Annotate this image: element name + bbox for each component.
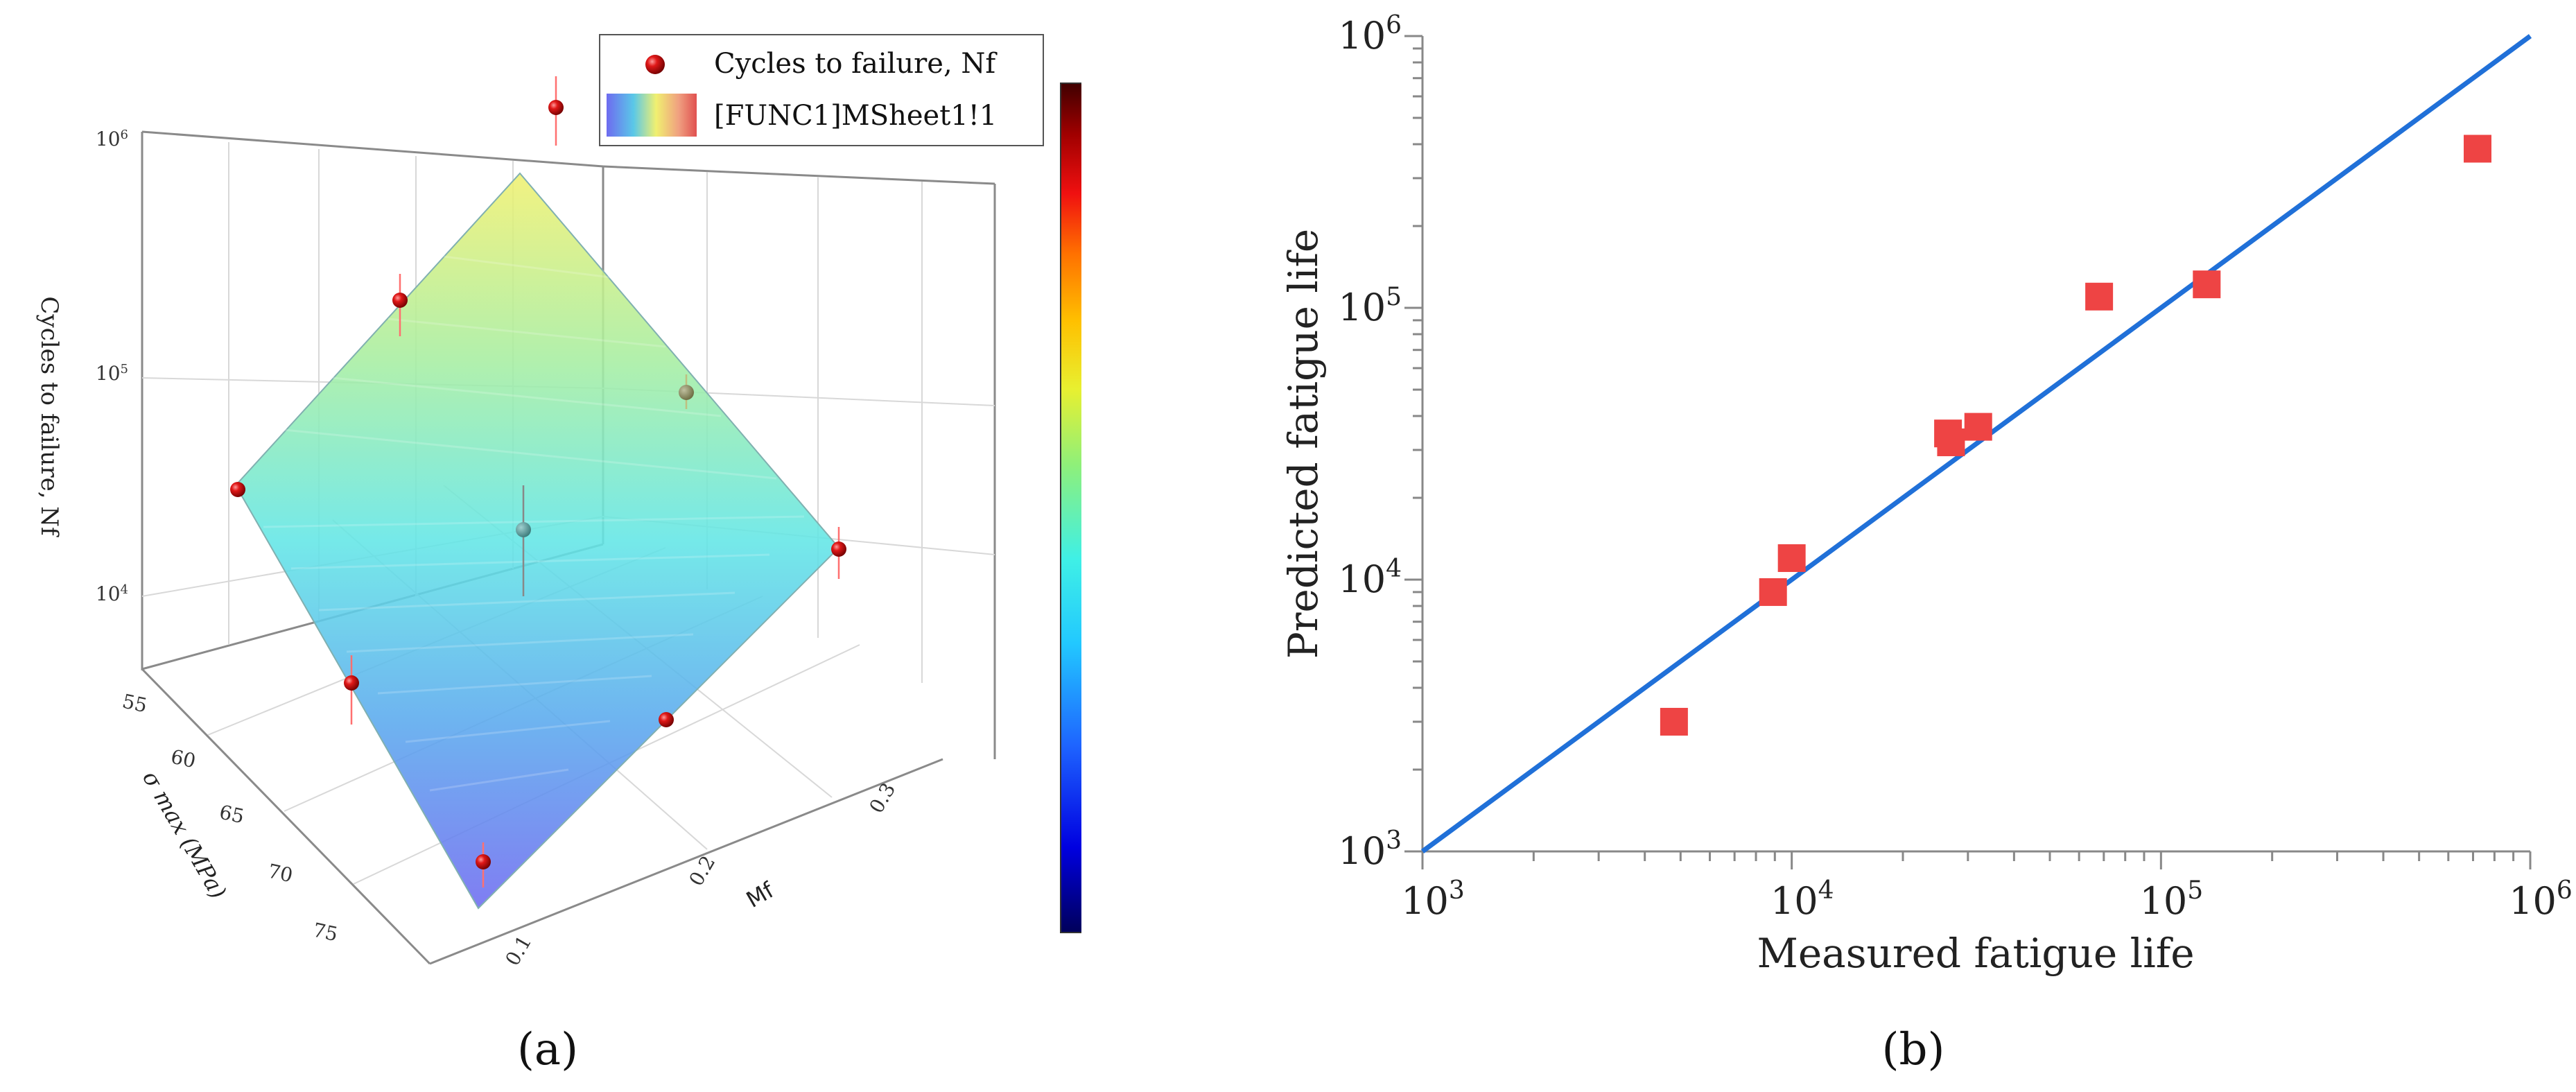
- z-axis-title: Cycles to failure, Nf: [35, 296, 63, 537]
- panel-b-points: [1660, 135, 2492, 736]
- y-tick-label: 105: [1338, 283, 1402, 329]
- colorbar: Nf 107 106 105 104 103: [1060, 83, 1081, 933]
- scatter-point: [1964, 413, 1992, 441]
- scatter-point: [1777, 544, 1806, 572]
- panel-b-label: (b): [1882, 1024, 1945, 1075]
- x-tick-label: 104: [1770, 876, 1834, 923]
- scatter-point: [1934, 419, 1963, 448]
- y-axis-title: Mf: [742, 876, 778, 913]
- y-tick-label: 0.1: [501, 931, 536, 969]
- z-tick-label: 105: [96, 362, 128, 385]
- data-point: [392, 274, 408, 336]
- panel-a-label: (a): [517, 1024, 578, 1075]
- legend-surface-swatch: [607, 94, 697, 137]
- panel-a-3d-surface-chart: 106 105 104 Cycles to failure, Nf 55 60 …: [35, 34, 1081, 1075]
- scatter-points-3d: [230, 76, 846, 887]
- z-tick-label: 106: [96, 128, 128, 150]
- x-tick-label: 75: [311, 919, 340, 946]
- legend-item-2: [FUNC1]MSheet1!1: [714, 100, 997, 132]
- data-point: [659, 712, 674, 727]
- legend-item-1: Cycles to failure, Nf: [714, 48, 998, 80]
- panel-b-fit-line: [1420, 34, 2532, 853]
- scatter-point: [1759, 578, 1787, 606]
- y-tick-label: 0.3: [864, 779, 900, 817]
- x-tick-label: 60: [169, 745, 198, 773]
- legend-marker-icon: [645, 55, 665, 74]
- scatter-point: [2193, 270, 2221, 299]
- z-axis: 106 105 104 Cycles to failure, Nf: [35, 128, 128, 605]
- x-axis: 55 60 65 70 75 σ max (MPa): [121, 690, 340, 946]
- x-tick-label: 106: [2509, 876, 2573, 923]
- surface-contour-bands: [263, 255, 805, 792]
- x-tick-label: 65: [218, 801, 247, 829]
- scatter-point: [2464, 135, 2492, 163]
- legend: Cycles to failure, Nf [FUNC1]MSheet1!1: [599, 34, 1044, 146]
- data-point: [831, 527, 846, 579]
- x-tick-label: 105: [2140, 876, 2204, 923]
- scatter-point: [1937, 428, 1965, 456]
- panel-b-axes: 103 104 105 106 103 104 105 106: [1338, 11, 2572, 923]
- panel-b-x-axis-title: Measured fatigue life: [1757, 930, 2194, 977]
- x-tick-label: 70: [266, 860, 295, 887]
- colorbar-gradient: [1060, 83, 1081, 933]
- data-point: [230, 482, 245, 497]
- scatter-point: [1660, 707, 1688, 736]
- y-tick-label: 0.2: [684, 851, 720, 890]
- data-point: [344, 655, 359, 725]
- y-tick-label: 103: [1338, 826, 1402, 873]
- scatter-point: [2085, 282, 2114, 311]
- z-tick-label: 104: [96, 582, 128, 605]
- y-tick-label: 104: [1338, 555, 1402, 601]
- x-axis-title: σ max (MPa): [137, 766, 232, 903]
- fitted-surface: [234, 172, 840, 910]
- data-point: [476, 842, 491, 887]
- data-point: [548, 76, 564, 146]
- x-tick-label: 103: [1401, 876, 1465, 923]
- fit-line-y-equals-x: [1420, 34, 2532, 853]
- data-point: [679, 374, 694, 409]
- y-tick-label: 106: [1338, 11, 1402, 58]
- x-tick-label: 55: [121, 690, 150, 718]
- data-point: [516, 485, 531, 596]
- panel-b-y-axis-title: Predicted fatigue life: [1280, 229, 1327, 659]
